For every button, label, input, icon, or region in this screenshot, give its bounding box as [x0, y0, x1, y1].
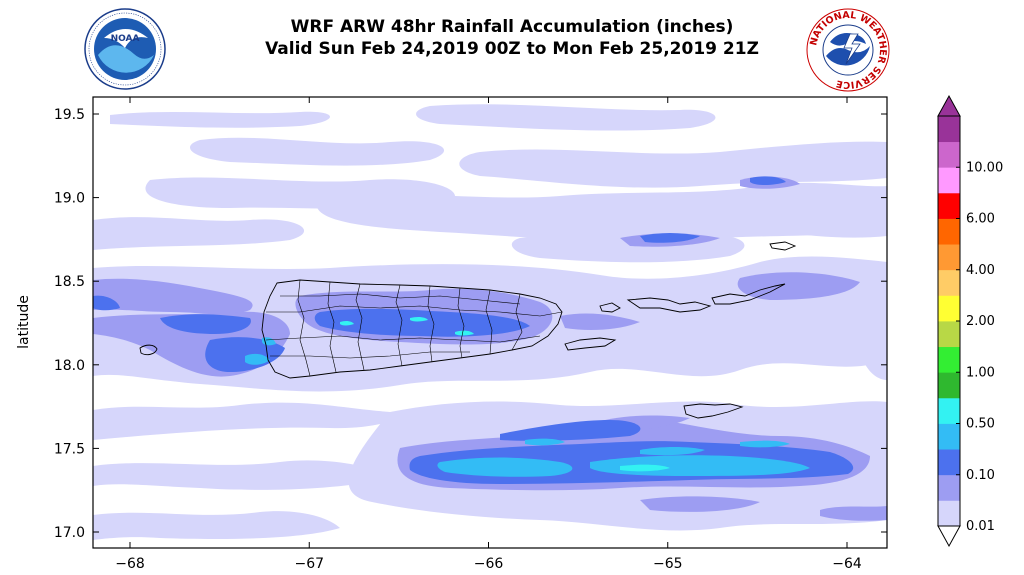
y-tick-label: 17.5	[54, 441, 85, 457]
rain-level-2.00	[340, 316, 670, 472]
colorbar-swatch	[938, 269, 960, 296]
noaa-logo-icon: NOAA	[84, 8, 166, 90]
culebra	[599, 302, 621, 313]
st-croix	[683, 403, 744, 419]
colorbar-swatch	[938, 295, 960, 322]
plot-frame	[92, 96, 888, 549]
colorbar-swatch	[938, 116, 960, 143]
colorbar-swatch	[938, 474, 960, 501]
colorbar-label: 1.00	[966, 365, 995, 380]
x-axis: −68 −67 −66 −65 −64	[115, 97, 862, 572]
x-tick-label: −65	[653, 556, 683, 572]
y-axis-label: latitude	[16, 295, 32, 349]
colorbar-swatch	[938, 141, 960, 168]
x-tick-label: −66	[474, 556, 504, 572]
y-tick-label: 17.0	[54, 525, 85, 541]
colorbar-swatch	[938, 346, 960, 373]
colorbar-label: 6.00	[966, 212, 995, 227]
noaa-logo-text: NOAA	[111, 34, 140, 44]
municipal-boundaries	[265, 279, 563, 377]
x-tick-label: −68	[115, 556, 145, 572]
colorbar-swatch	[938, 218, 960, 245]
colorbar-label: 0.50	[966, 417, 995, 432]
colorbar-label: 0.10	[966, 468, 995, 483]
colorbar-swatch	[938, 397, 960, 424]
mona-island	[139, 344, 158, 356]
x-tick-label: −67	[294, 556, 324, 572]
vieques	[564, 337, 617, 351]
title-line-2: Valid Sun Feb 24,2019 00Z to Mon Feb 25,…	[265, 39, 759, 59]
virgin-islands	[626, 297, 712, 313]
national-weather-service-logo-icon: NATIONAL WEATHER SERVICE	[806, 8, 890, 92]
y-tick-label: 18.5	[54, 274, 85, 290]
y-tick-label: 19.0	[54, 191, 85, 207]
title-line-1: WRF ARW 48hr Rainfall Accumulation (inch…	[290, 17, 734, 37]
anegada	[769, 241, 797, 251]
colorbar-extend-min	[937, 525, 961, 548]
chart-title: WRF ARW 48hr Rainfall Accumulation (inch…	[0, 16, 1024, 60]
coastlines	[139, 241, 797, 419]
colorbar-swatch	[938, 423, 960, 450]
colorbar-swatch	[938, 321, 960, 348]
colorbar-label: 2.00	[966, 314, 995, 329]
colorbar-label: 0.01	[966, 519, 995, 534]
y-axis: 17.0 17.5 18.0 18.5 19.0 19.5	[54, 107, 887, 541]
colorbar-swatch	[938, 500, 960, 527]
colorbar-swatch	[938, 167, 960, 194]
colorbar-swatch	[938, 372, 960, 399]
x-tick-label: −64	[832, 556, 862, 572]
colorbar-extend-max	[937, 94, 961, 117]
colorbar-label: 4.00	[966, 263, 995, 278]
colorbar-swatch	[938, 244, 960, 271]
y-tick-label: 18.0	[54, 358, 85, 374]
colorbar-swatch	[938, 449, 960, 476]
colorbar-label: 10.00	[966, 160, 1003, 175]
colorbar-swatch	[938, 192, 960, 219]
y-tick-label: 19.5	[54, 107, 85, 123]
rainfall-contours	[93, 104, 887, 540]
